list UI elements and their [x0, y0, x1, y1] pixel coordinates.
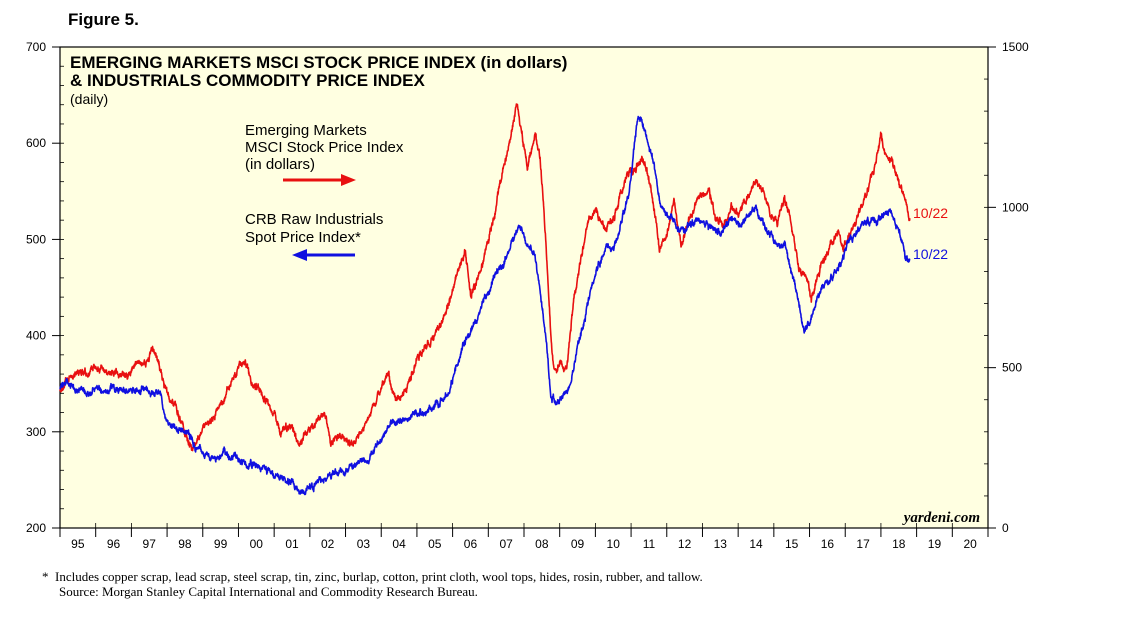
x-tick-label: 05 — [428, 537, 442, 551]
minor-ticks — [60, 46, 988, 529]
legend-crb-line1: CRB Raw Industrials — [245, 211, 383, 228]
x-tick-label: 07 — [499, 537, 513, 551]
x-tick-label: 14 — [749, 537, 763, 551]
legend-em: Emerging Markets MSCI Stock Price Index … — [245, 122, 404, 186]
x-tick-label: 12 — [678, 537, 692, 551]
x-tick-label: 00 — [250, 537, 264, 551]
plot-area — [59, 46, 989, 529]
end-label-em: 10/22 — [913, 205, 948, 221]
footnote-marker: * — [42, 569, 49, 584]
series-lines — [59, 103, 911, 496]
series-line-em-msci — [59, 103, 911, 452]
legend-em-line3: (in dollars) — [245, 156, 315, 173]
x-tick-label: 15 — [785, 537, 799, 551]
y-axis-right: 0 500 1000 1500 — [988, 40, 1029, 535]
x-tick-label: 01 — [285, 537, 299, 551]
watermark: yardeni.com — [902, 510, 980, 526]
footnote-2: Source: Morgan Stanley Capital Internati… — [59, 584, 478, 599]
x-tick-label: 13 — [714, 537, 728, 551]
y-left-tick-label: 200 — [26, 521, 46, 535]
x-tick-label: 11 — [643, 537, 656, 551]
x-tick-label: 96 — [107, 537, 121, 551]
x-tick-label: 09 — [571, 537, 585, 551]
y-left-tick-label: 700 — [26, 40, 46, 54]
x-tick-label: 10 — [607, 537, 621, 551]
chart-title-line2: & INDUSTRIALS COMMODITY PRICE INDEX — [70, 71, 425, 90]
footnote-1: * Includes copper scrap, lead scrap, ste… — [42, 569, 703, 584]
y-axis-left: 200 300 400 500 600 700 — [26, 40, 60, 535]
legend-crb-line2: Spot Price Index* — [245, 229, 361, 246]
chart-title-line1: EMERGING MARKETS MSCI STOCK PRICE INDEX … — [70, 53, 567, 72]
y-right-tick-label: 1000 — [1002, 200, 1029, 214]
footnote-1-text: Includes copper scrap, lead scrap, steel… — [55, 569, 703, 584]
x-tick-label: 97 — [143, 537, 157, 551]
x-axis: 95 96 97 98 99 00 01 02 03 04 05 06 07 08 09 10 11 12 13 14… — [59, 523, 989, 551]
x-tick-label: 17 — [856, 537, 870, 551]
y-left-tick-label: 300 — [26, 425, 46, 439]
chart-subtitle: (daily) — [70, 91, 108, 107]
x-tick-label: 08 — [535, 537, 549, 551]
y-left-tick-label: 500 — [26, 232, 46, 246]
x-tick-label: 20 — [963, 537, 977, 551]
footnotes: * Includes copper scrap, lead scrap, ste… — [42, 569, 703, 599]
x-tick-label: 03 — [357, 537, 371, 551]
legend-em-line2: MSCI Stock Price Index — [245, 139, 404, 156]
legend-crb-arrowhead — [292, 249, 307, 261]
x-tick-label: 02 — [321, 537, 335, 551]
x-tick-label: 19 — [928, 537, 942, 551]
x-tick-label: 99 — [214, 537, 228, 551]
y-left-tick-label: 400 — [26, 329, 46, 343]
y-right-tick-label: 0 — [1002, 521, 1009, 535]
figure-label: Figure 5. — [68, 10, 139, 29]
x-tick-label: 95 — [71, 537, 85, 551]
end-label-crb: 10/22 — [913, 246, 948, 262]
legend-em-line1: Emerging Markets — [245, 122, 367, 139]
y-right-tick-label: 1500 — [1002, 40, 1029, 54]
y-right-tick-label: 500 — [1002, 361, 1022, 375]
legend-em-arrowhead — [341, 174, 356, 186]
x-tick-label: 04 — [392, 537, 406, 551]
x-tick-label: 16 — [821, 537, 835, 551]
y-left-tick-label: 600 — [26, 136, 46, 150]
x-tick-label: 98 — [178, 537, 192, 551]
x-tick-label: 06 — [464, 537, 478, 551]
x-tick-label: 18 — [892, 537, 906, 551]
legend-crb: CRB Raw Industrials Spot Price Index* — [245, 211, 383, 261]
series-line-crb — [59, 115, 911, 496]
